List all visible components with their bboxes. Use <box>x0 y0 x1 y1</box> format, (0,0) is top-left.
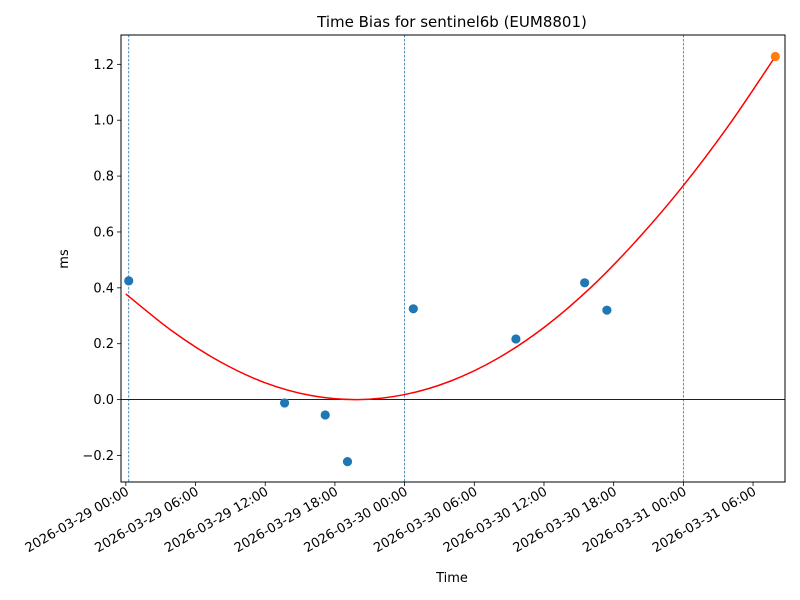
data-point <box>279 398 290 408</box>
y-tick-label: 0.2 <box>93 337 114 352</box>
data-point <box>320 410 330 420</box>
y-tick-label: 0.8 <box>93 170 114 185</box>
y-tick-label: 1.0 <box>93 114 114 129</box>
y-tick-label: 0.6 <box>93 225 114 240</box>
data-point <box>408 304 418 314</box>
y-tick-label: −0.2 <box>82 449 114 464</box>
y-tick-label: 0.4 <box>93 281 114 296</box>
fit-curve-line <box>125 56 776 401</box>
plot-area <box>121 35 785 482</box>
data-point <box>580 278 590 288</box>
x-axis-label: Time <box>435 571 468 586</box>
data-point <box>602 305 612 315</box>
data-point <box>342 457 353 467</box>
plot-frame <box>120 34 786 483</box>
y-tick-label: 0.0 <box>93 393 114 408</box>
data-point <box>770 51 780 62</box>
chart-title: Time Bias for sentinel6b (EUM8801) <box>316 13 587 31</box>
y-axis-label: ms <box>57 249 72 269</box>
y-tick-label: 1.2 <box>93 58 114 73</box>
data-point <box>124 276 134 286</box>
data-point <box>511 334 521 344</box>
